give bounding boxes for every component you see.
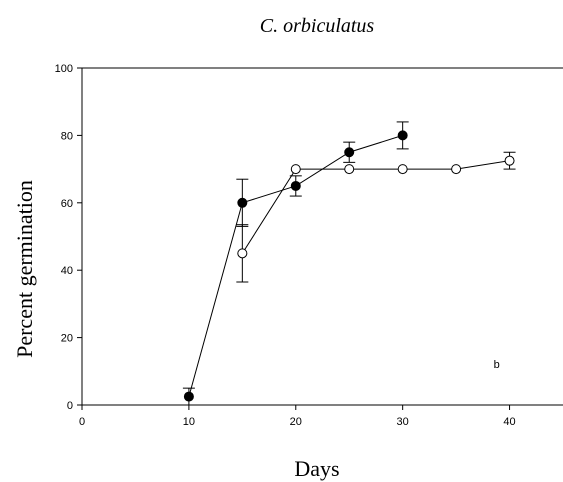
- x-tick-label: 10: [183, 416, 195, 428]
- data-point-open: [504, 155, 515, 166]
- chart-title: C. orbiculatus: [260, 15, 375, 37]
- data-point-filled: [290, 180, 301, 191]
- y-tick-label: 0: [67, 400, 73, 412]
- y-tick-label: 40: [61, 265, 73, 277]
- data-point-open: [237, 248, 248, 259]
- plot-area: 0 10 20 30 40 0 20 40 60 80 100 b: [55, 63, 563, 428]
- y-tick-label: 100: [55, 63, 73, 75]
- data-point-filled: [237, 197, 248, 208]
- y-tick-label: 20: [61, 333, 73, 345]
- data-point-filled: [183, 391, 194, 402]
- data-point-filled: [344, 147, 355, 158]
- y-tick-label: 80: [61, 130, 73, 142]
- series-line: [188, 134, 403, 397]
- y-tick-label: 60: [61, 198, 73, 210]
- x-axis-label: Days: [294, 456, 339, 481]
- x-tick-label: 0: [79, 416, 85, 428]
- x-tick-label: 20: [290, 416, 302, 428]
- data-point-open: [290, 164, 301, 175]
- data-point-open: [397, 164, 408, 175]
- data-point-filled: [397, 130, 408, 141]
- series-line: [241, 160, 510, 254]
- x-tick-label: 40: [503, 416, 515, 428]
- x-tick-label: 30: [397, 416, 409, 428]
- y-axis-label: Percent germination: [12, 180, 37, 358]
- data-point-open: [451, 164, 462, 175]
- data-point-open: [344, 164, 355, 175]
- panel-annotation: b: [494, 359, 500, 371]
